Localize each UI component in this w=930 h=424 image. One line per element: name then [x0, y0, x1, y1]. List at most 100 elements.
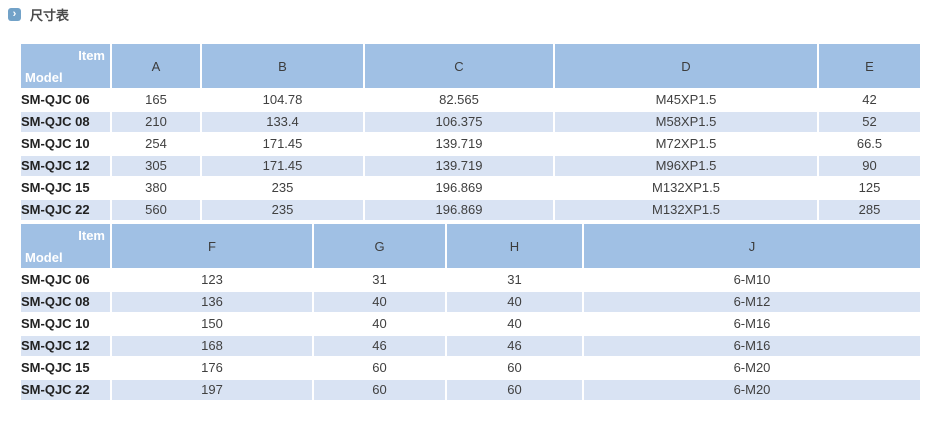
dimension-table-fghj: Item Model F G H J SM-QJC 06 123 31 31 6-M10…	[19, 222, 922, 402]
table-row: SM-QJC 08 136 40 40 6-M12	[21, 292, 920, 312]
section-title-bar: › 尺寸表	[0, 0, 930, 23]
model-cell: SM-QJC 15	[21, 180, 90, 195]
column-header-h: H	[447, 224, 582, 268]
value-cell: 560	[112, 200, 200, 220]
value-cell: 254	[145, 136, 167, 151]
dimension-table-abcde: Item Model A B C D E SM-QJC 06 165 104.78 8…	[19, 42, 922, 222]
value-cell: 60	[507, 360, 522, 375]
column-header-g: G	[314, 224, 445, 268]
table-row: SM-QJC 08 210 133.4 106.375 M58XP1.5 52	[21, 112, 920, 132]
corner-header-cell: Item Model	[21, 44, 110, 88]
value-cell: 40	[372, 316, 387, 331]
column-header-d: D	[555, 44, 817, 88]
value-cell: 106.375	[365, 112, 553, 132]
value-cell: 6-M16	[733, 316, 771, 331]
value-cell: 31	[507, 272, 522, 287]
value-cell: 171.45	[202, 156, 363, 176]
value-cell: 196.869	[365, 200, 553, 220]
value-cell: 165	[145, 92, 167, 107]
page-title: 尺寸表	[30, 7, 70, 23]
model-cell: SM-QJC 10	[21, 316, 90, 331]
value-cell: 136	[112, 292, 312, 312]
value-cell: 197	[112, 380, 312, 400]
value-cell: 171.45	[262, 136, 303, 151]
value-cell: 235	[271, 180, 294, 195]
table-row: SM-QJC 10 254 171.45 139.719 M72XP1.5 66.5	[21, 134, 920, 154]
value-cell: 139.719	[365, 156, 553, 176]
value-cell: 6-M10	[733, 272, 771, 287]
table-row: SM-QJC 22 560 235 196.869 M132XP1.5 285	[21, 200, 920, 220]
corner-item-label: Item	[78, 228, 105, 243]
column-header-c: C	[365, 44, 553, 88]
table-row: SM-QJC 06 123 31 31 6-M10	[21, 270, 920, 290]
value-cell: 235	[202, 200, 363, 220]
table-row: SM-QJC 12 305 171.45 139.719 M96XP1.5 90	[21, 156, 920, 176]
model-cell: SM-QJC 06	[21, 272, 90, 287]
table-row: SM-QJC 06 165 104.78 82.565 M45XP1.5 42	[21, 90, 920, 110]
column-header-b: B	[202, 44, 363, 88]
value-cell: 66.5	[856, 136, 883, 151]
model-cell: SM-QJC 22	[21, 380, 110, 400]
table-row: SM-QJC 10 150 40 40 6-M16	[21, 314, 920, 334]
value-cell: M58XP1.5	[555, 112, 817, 132]
value-cell: 196.869	[435, 180, 483, 195]
column-header-e: E	[819, 44, 920, 88]
header-row: Item Model F G H J	[21, 224, 920, 268]
value-cell: 6-M16	[584, 336, 920, 356]
value-cell: 6-M12	[584, 292, 920, 312]
model-cell: SM-QJC 22	[21, 200, 110, 220]
model-cell: SM-QJC 08	[21, 112, 110, 132]
corner-model-label: Model	[25, 250, 63, 265]
value-cell: 60	[447, 380, 582, 400]
value-cell: 46	[314, 336, 445, 356]
value-cell: 40	[507, 316, 522, 331]
value-cell: 42	[862, 92, 877, 107]
value-cell: 6-M20	[584, 380, 920, 400]
value-cell: 60	[372, 360, 387, 375]
column-header-j: J	[584, 224, 920, 268]
value-cell: 60	[314, 380, 445, 400]
header-row: Item Model A B C D E	[21, 44, 920, 88]
value-cell: 285	[819, 200, 920, 220]
corner-item-label: Item	[78, 48, 105, 63]
value-cell: 82.565	[439, 92, 479, 107]
table-row: SM-QJC 12 168 46 46 6-M16	[21, 336, 920, 356]
value-cell: M72XP1.5	[655, 136, 717, 151]
model-cell: SM-QJC 12	[21, 156, 110, 176]
value-cell: 210	[112, 112, 200, 132]
model-cell: SM-QJC 08	[21, 292, 110, 312]
value-cell: 176	[201, 360, 223, 375]
value-cell: 380	[145, 180, 167, 195]
model-cell: SM-QJC 10	[21, 136, 90, 151]
value-cell: M132XP1.5	[652, 180, 720, 195]
chevron-right-icon: ›	[8, 7, 21, 21]
column-header-a: A	[112, 44, 200, 88]
column-header-f: F	[112, 224, 312, 268]
value-cell: 139.719	[435, 136, 483, 151]
value-cell: 168	[112, 336, 312, 356]
model-cell: SM-QJC 12	[21, 336, 110, 356]
value-cell: 125	[858, 180, 881, 195]
model-cell: SM-QJC 06	[21, 92, 90, 107]
value-cell: 40	[314, 292, 445, 312]
corner-model-label: Model	[25, 70, 63, 85]
value-cell: 6-M20	[733, 360, 771, 375]
model-cell: SM-QJC 15	[21, 360, 90, 375]
value-cell: 46	[447, 336, 582, 356]
value-cell: 40	[447, 292, 582, 312]
value-cell: 150	[201, 316, 223, 331]
value-cell: M96XP1.5	[555, 156, 817, 176]
value-cell: 104.78	[262, 92, 303, 107]
value-cell: M45XP1.5	[655, 92, 717, 107]
value-cell: 31	[372, 272, 387, 287]
value-cell: 90	[819, 156, 920, 176]
value-cell: 305	[112, 156, 200, 176]
corner-header-cell: Item Model	[21, 224, 110, 268]
value-cell: 133.4	[202, 112, 363, 132]
value-cell: M132XP1.5	[555, 200, 817, 220]
value-cell: 52	[819, 112, 920, 132]
table-row: SM-QJC 22 197 60 60 6-M20	[21, 380, 920, 400]
table-row: SM-QJC 15 380 235 196.869 M132XP1.5 125	[21, 178, 920, 198]
table-row: SM-QJC 15 176 60 60 6-M20	[21, 358, 920, 378]
value-cell: 123	[201, 272, 223, 287]
